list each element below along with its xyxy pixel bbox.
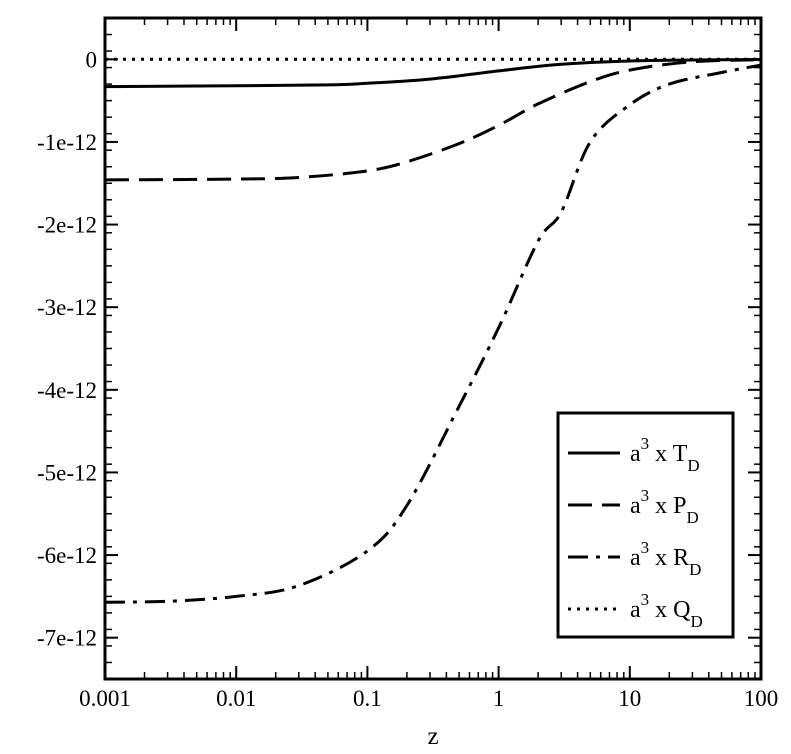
x-tick-label: 0.1 [353,686,382,711]
y-tick-label: -2e-12 [37,213,97,238]
x-tick-label: 10 [618,686,641,711]
series-line-p-d [104,58,762,182]
x-tick-label: 0.01 [216,686,256,711]
legend-label: a3 x QD [630,590,703,631]
y-tick-label: 0 [86,47,98,72]
series-line-r-d [104,63,762,604]
y-tick-label: -1e-12 [37,130,97,155]
legend-label: a3 x TD [630,434,700,475]
legend-box [556,411,735,639]
series-line-t-d [104,58,762,89]
legend-label: a3 x PD [630,486,699,527]
legend-label: a3 x RD [630,538,701,579]
x-tick-label: 1 [493,686,505,711]
x-tick-label: 100 [744,686,779,711]
x-axis-title: z [427,723,438,750]
y-tick-label: -4e-12 [37,378,97,403]
axis-layer: 0.001 0.01 0.1 1 10 100 0 -1e-12 -2e-12 -3e-12 -4e… [37,16,779,711]
x-tick-label: 0.001 [79,686,131,711]
y-tick-label: -5e-12 [37,460,97,485]
legend: a3 x TD a3 x PD a3 x RD a3 x QD [556,411,735,639]
series-layer [104,57,762,604]
y-tick-label: -3e-12 [37,295,97,320]
y-tick-label: -6e-12 [37,543,97,568]
y-tick-label: -7e-12 [37,626,97,651]
